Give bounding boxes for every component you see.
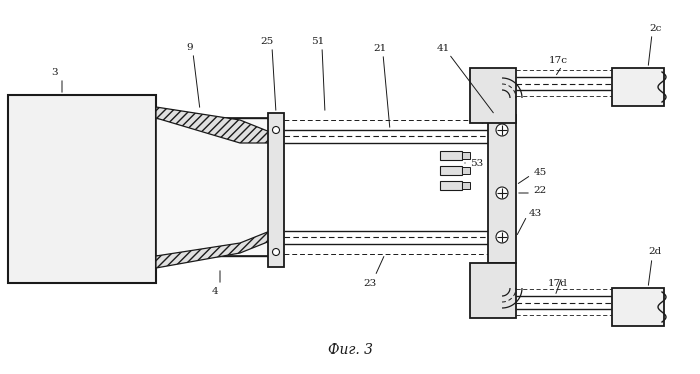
Text: 3: 3 bbox=[52, 67, 58, 77]
Text: 41: 41 bbox=[436, 43, 449, 52]
Bar bbox=[462, 182, 470, 189]
Circle shape bbox=[496, 231, 508, 243]
Text: 51: 51 bbox=[312, 37, 325, 46]
Bar bbox=[8, 95, 156, 283]
Text: 23: 23 bbox=[363, 279, 377, 288]
Text: 25: 25 bbox=[260, 37, 274, 46]
Text: 4: 4 bbox=[211, 288, 218, 297]
Circle shape bbox=[496, 187, 508, 199]
Text: 17d: 17d bbox=[548, 279, 568, 288]
Bar bbox=[462, 152, 470, 159]
Text: 21: 21 bbox=[373, 43, 386, 52]
Bar bbox=[488, 115, 516, 263]
Bar bbox=[470, 263, 516, 318]
Bar bbox=[268, 113, 284, 267]
Circle shape bbox=[272, 126, 279, 134]
Bar bbox=[440, 181, 462, 190]
Polygon shape bbox=[156, 231, 270, 268]
Bar bbox=[440, 166, 462, 175]
Bar bbox=[470, 68, 516, 123]
Text: 9: 9 bbox=[187, 43, 193, 52]
Text: 45: 45 bbox=[533, 168, 547, 177]
Bar bbox=[612, 68, 664, 106]
Polygon shape bbox=[156, 107, 270, 143]
Text: 53: 53 bbox=[470, 159, 484, 168]
Circle shape bbox=[496, 124, 508, 136]
Text: 22: 22 bbox=[533, 186, 547, 194]
Text: 2d: 2d bbox=[648, 248, 662, 257]
Bar bbox=[462, 167, 470, 174]
Bar bbox=[156, 118, 270, 256]
Bar bbox=[440, 151, 462, 160]
Text: 43: 43 bbox=[528, 208, 542, 218]
Circle shape bbox=[272, 248, 279, 255]
Text: 2c: 2c bbox=[649, 24, 661, 33]
Text: 17c: 17c bbox=[549, 55, 568, 64]
Text: Фиг. 3: Фиг. 3 bbox=[328, 343, 372, 357]
Bar bbox=[612, 288, 664, 326]
